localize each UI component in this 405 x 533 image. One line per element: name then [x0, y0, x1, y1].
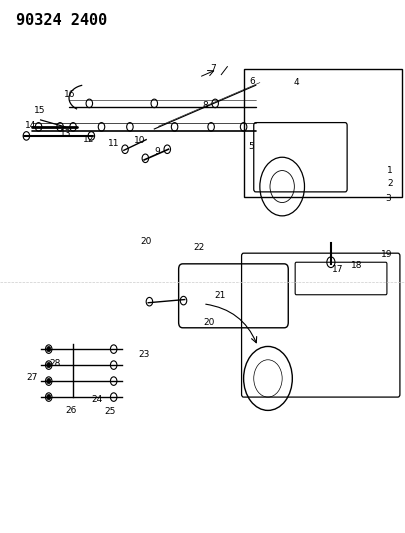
Text: 3: 3: [384, 195, 390, 203]
Text: 19: 19: [380, 251, 391, 259]
Text: 9: 9: [154, 148, 160, 156]
Text: 20: 20: [203, 318, 214, 327]
Text: 5: 5: [247, 142, 253, 151]
Text: 24: 24: [91, 395, 102, 404]
Text: 12: 12: [83, 135, 94, 144]
Text: 22: 22: [193, 244, 204, 252]
Text: 6: 6: [249, 77, 255, 85]
Text: 23: 23: [138, 350, 149, 359]
Text: 8: 8: [202, 101, 207, 109]
Text: 15: 15: [34, 106, 45, 115]
Text: 11: 11: [108, 140, 119, 148]
Text: 90324 2400: 90324 2400: [16, 13, 107, 28]
Text: 10: 10: [134, 136, 145, 145]
Text: 26: 26: [65, 406, 77, 415]
Text: 14: 14: [25, 122, 36, 130]
Text: 4: 4: [293, 78, 298, 87]
Text: 13: 13: [60, 129, 72, 138]
Text: 2: 2: [386, 180, 392, 188]
Text: 1: 1: [386, 166, 392, 175]
Circle shape: [47, 378, 51, 384]
Text: 25: 25: [104, 407, 116, 416]
Text: 16: 16: [64, 90, 75, 99]
Text: 17: 17: [332, 265, 343, 274]
Text: 27: 27: [27, 373, 38, 382]
Circle shape: [47, 346, 51, 352]
Text: 21: 21: [214, 291, 226, 300]
Text: 18: 18: [350, 261, 361, 270]
Circle shape: [47, 362, 51, 368]
Circle shape: [47, 394, 51, 400]
Text: 20: 20: [140, 238, 151, 246]
Text: 28: 28: [49, 359, 60, 368]
Text: 7: 7: [210, 64, 215, 72]
